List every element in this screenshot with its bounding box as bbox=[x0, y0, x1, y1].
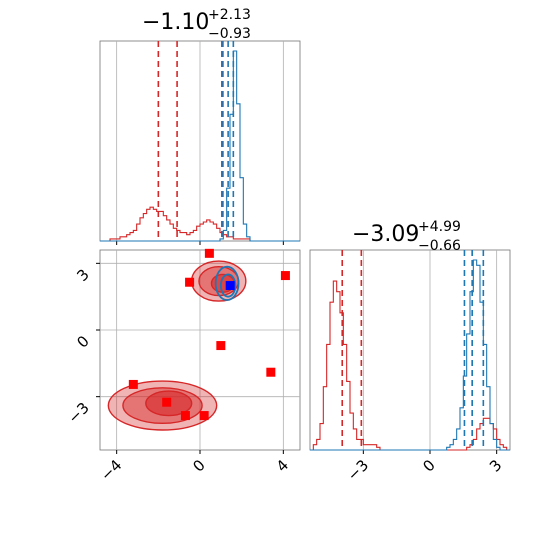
y-tick-label-p2: 3 bbox=[73, 265, 92, 284]
panel-hist-p1 bbox=[99, 40, 301, 245]
title-lower: −0.66 bbox=[418, 238, 461, 254]
y-tick-label-p2: 0 bbox=[73, 332, 92, 351]
title-main: −3.09 bbox=[352, 222, 419, 247]
x-tick-label-p2: 0 bbox=[419, 456, 438, 475]
marker-red bbox=[266, 367, 276, 377]
marker-red bbox=[204, 248, 214, 258]
marker-red bbox=[128, 379, 138, 389]
title-upper: +4.99 bbox=[418, 219, 461, 235]
x-tick-label-p2: −3 bbox=[344, 456, 372, 484]
y-tick-label-p2: −3 bbox=[64, 399, 92, 427]
title-p1: −1.10+2.13 −0.93 bbox=[142, 7, 251, 42]
markers-2d bbox=[128, 248, 290, 421]
grid-hist-p1 bbox=[116, 41, 284, 245]
grid-hist-p2 bbox=[362, 250, 498, 454]
x-tick-label-p1: 0 bbox=[189, 456, 208, 475]
marker-red bbox=[162, 397, 172, 407]
quantiles-hist-p2 bbox=[341, 250, 485, 450]
quantiles-hist-p1 bbox=[157, 41, 235, 241]
grid-2d bbox=[96, 250, 300, 454]
x-tick-label-p1: 4 bbox=[273, 456, 292, 475]
title-main: −1.10 bbox=[142, 10, 209, 35]
marker-red bbox=[180, 411, 190, 421]
x-tick-label-p2: 3 bbox=[486, 456, 505, 475]
marker-red bbox=[199, 411, 209, 421]
xticks-p2: −3 0 3 bbox=[344, 456, 506, 484]
contour-blue-0.95 bbox=[214, 265, 240, 301]
title-p2: −3.09+4.99 −0.66 bbox=[352, 219, 461, 254]
series-hist-p1 bbox=[100, 50, 300, 242]
title-upper: +2.13 bbox=[208, 7, 251, 23]
panel-2d: 3 0 −3 bbox=[64, 248, 301, 454]
histogram-blue bbox=[100, 50, 300, 242]
marker-red bbox=[280, 271, 290, 281]
marker-red bbox=[216, 341, 226, 351]
panel-frame bbox=[309, 249, 511, 451]
panel-hist-p2 bbox=[309, 249, 511, 454]
xticks-p1: −4 0 4 bbox=[97, 456, 292, 484]
contour-blue-0.68 bbox=[219, 273, 237, 298]
yticks-2d: 3 0 −3 bbox=[64, 265, 92, 427]
x-tick-label-p1: −4 bbox=[97, 456, 125, 484]
marker-red bbox=[185, 277, 195, 287]
marker-blue bbox=[225, 281, 235, 291]
title-lower: −0.93 bbox=[208, 26, 251, 42]
